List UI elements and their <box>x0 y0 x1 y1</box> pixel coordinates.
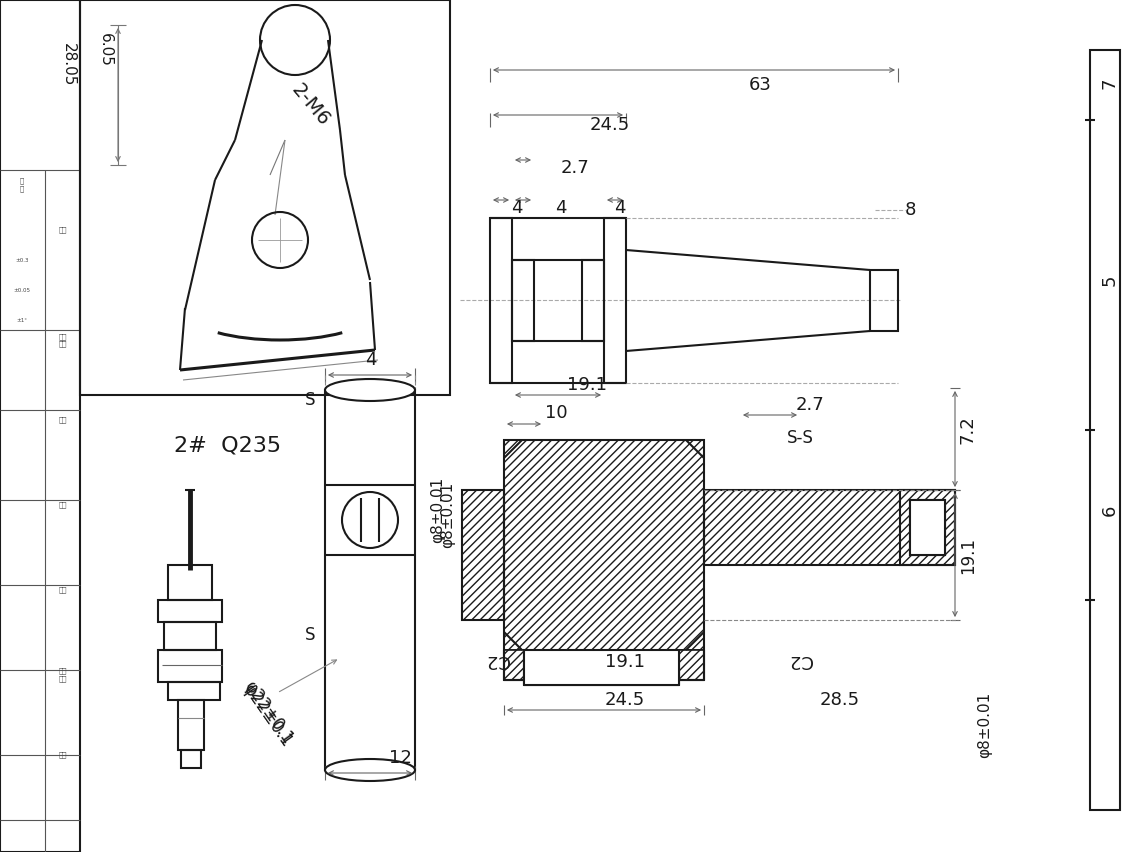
Bar <box>511 260 534 341</box>
Ellipse shape <box>325 759 415 781</box>
Text: 审核: 审核 <box>59 502 68 509</box>
Bar <box>504 440 704 680</box>
Text: 2.7: 2.7 <box>796 396 824 414</box>
Text: 公
差: 公 差 <box>20 178 24 192</box>
Text: S: S <box>305 626 315 644</box>
Text: 4: 4 <box>614 199 625 217</box>
Text: 零件
名称: 零件 名称 <box>59 668 68 682</box>
Bar <box>870 270 898 331</box>
Text: 2#  Q235: 2# Q235 <box>175 435 281 455</box>
Bar <box>900 490 955 565</box>
Bar <box>704 490 955 565</box>
Text: S: S <box>305 391 315 409</box>
Bar <box>900 490 955 565</box>
Text: 4: 4 <box>366 351 377 369</box>
Text: 24.5: 24.5 <box>605 691 645 709</box>
Bar <box>504 650 704 680</box>
Text: 日期: 日期 <box>59 751 68 758</box>
Text: 24.5: 24.5 <box>589 116 630 134</box>
Text: 28.05: 28.05 <box>61 43 76 87</box>
Text: 7: 7 <box>1101 78 1119 89</box>
Text: C2: C2 <box>485 651 509 669</box>
Text: 63: 63 <box>749 76 771 94</box>
Text: S-S: S-S <box>787 429 813 447</box>
Text: 28.5: 28.5 <box>820 691 860 709</box>
Bar <box>583 260 604 341</box>
Text: 2.7: 2.7 <box>561 159 589 177</box>
Text: 4: 4 <box>511 199 523 217</box>
Bar <box>704 490 900 565</box>
Text: 19.1: 19.1 <box>959 537 977 573</box>
Text: 7.2: 7.2 <box>959 416 977 445</box>
Bar <box>158 600 222 622</box>
Bar <box>325 390 415 770</box>
Bar <box>490 218 511 383</box>
Bar <box>181 750 201 768</box>
Text: ±1°: ±1° <box>17 318 27 323</box>
Text: φ8±0.01: φ8±0.01 <box>440 482 455 548</box>
Text: 制图: 制图 <box>59 417 68 423</box>
Bar <box>178 700 204 750</box>
Text: 6: 6 <box>1101 504 1119 515</box>
Text: 表面
处理: 表面 处理 <box>59 333 68 347</box>
Text: 批准: 批准 <box>59 587 68 593</box>
Text: φ8±0.01: φ8±0.01 <box>978 692 992 758</box>
Text: 10: 10 <box>544 404 567 422</box>
Bar <box>604 218 625 383</box>
Bar <box>524 650 679 685</box>
Text: 8: 8 <box>904 201 916 219</box>
Text: 2-M6: 2-M6 <box>287 80 333 130</box>
Text: 材料: 材料 <box>59 227 68 233</box>
Text: 5: 5 <box>1101 274 1119 285</box>
Bar <box>910 500 945 555</box>
Bar <box>1089 50 1120 810</box>
Bar <box>504 440 704 650</box>
Text: 4: 4 <box>555 199 567 217</box>
Text: ±0.05: ±0.05 <box>14 287 30 292</box>
Text: φ8±0.01: φ8±0.01 <box>430 477 446 543</box>
Text: 19.1: 19.1 <box>567 376 607 394</box>
Text: φ22±0.1: φ22±0.1 <box>239 677 296 747</box>
Bar <box>910 500 945 555</box>
Bar <box>462 490 504 620</box>
Bar <box>80 0 450 395</box>
Text: C2: C2 <box>788 651 812 669</box>
Text: 12: 12 <box>388 749 411 767</box>
Text: ±0.3: ±0.3 <box>16 257 28 262</box>
Bar <box>0 0 80 852</box>
Bar <box>158 650 222 682</box>
Text: 6.05: 6.05 <box>97 33 113 67</box>
Bar <box>164 622 216 650</box>
Text: 19.1: 19.1 <box>605 653 645 671</box>
Ellipse shape <box>325 379 415 401</box>
Bar <box>462 490 504 620</box>
Text: φ22±0.1: φ22±0.1 <box>239 680 295 750</box>
Bar <box>168 682 220 700</box>
Bar <box>168 565 212 600</box>
